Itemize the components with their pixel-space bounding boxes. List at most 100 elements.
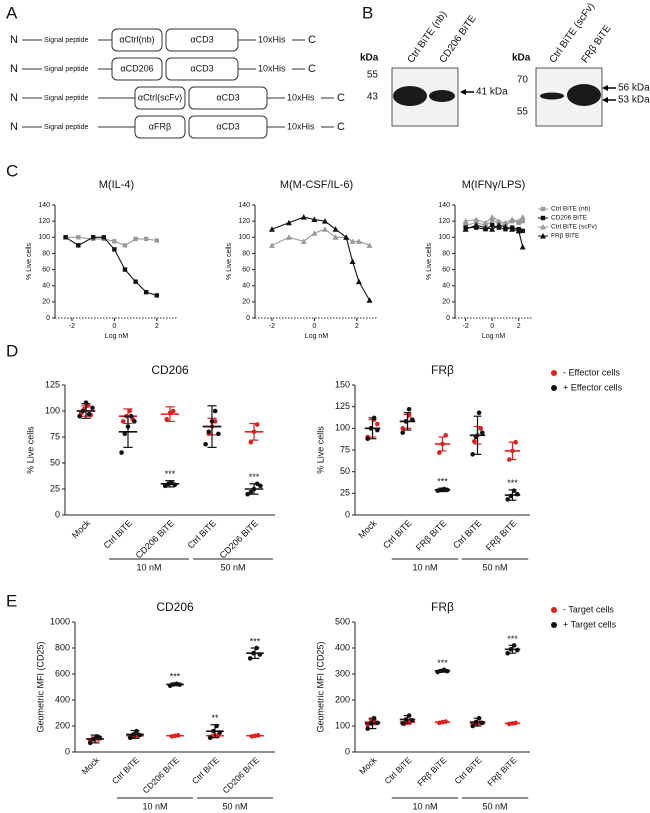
data-point: [203, 441, 208, 447]
data-point: [120, 419, 126, 424]
data-point: [365, 436, 371, 442]
data-point: [489, 214, 496, 220]
data-point: [77, 413, 82, 419]
data-point: [332, 226, 339, 232]
data-point: [520, 218, 525, 224]
y-tick-label: 200: [335, 694, 350, 704]
x-tick-label: Ctrl BiTE: [102, 518, 135, 551]
chart-title: M(IL-4): [99, 179, 134, 191]
y-tick-label: 0: [55, 509, 60, 519]
blot-band: [393, 86, 427, 106]
kda-label: kDa: [512, 53, 531, 64]
data-point: [321, 218, 328, 224]
y-axis-label: % Live cells: [426, 243, 433, 280]
data-point: [462, 226, 469, 232]
y-tick-label: 20: [42, 299, 50, 306]
legend-label: - Effector cells: [563, 367, 620, 377]
data-point: [482, 224, 489, 231]
significance: ***: [250, 636, 261, 646]
x-tick-label: 2: [355, 323, 359, 330]
blot-band: [567, 84, 601, 106]
y-axis-label: % Live cells: [26, 243, 33, 280]
marker-label: 55: [367, 70, 379, 81]
data-point: [122, 267, 128, 272]
c-terminus: C: [337, 121, 345, 133]
n-terminus: N: [10, 92, 18, 104]
kda-label: kDa: [360, 53, 379, 64]
data-point: [473, 222, 480, 228]
y-tick-label: 25: [50, 483, 60, 493]
data-point: [206, 429, 212, 435]
x-tick-label: -2: [69, 323, 75, 330]
legend-label: Ctrl BiTE (nb): [551, 206, 590, 213]
panel-label: A: [6, 3, 18, 22]
x-tick-label: FRβ BiTE: [415, 755, 448, 788]
binder-label: αFRβ: [149, 121, 171, 131]
arrowhead: [602, 85, 608, 91]
x-tick-label: -2: [463, 323, 469, 330]
x-tick-label: Ctrl BiTE: [382, 755, 413, 786]
data-point: [248, 489, 254, 495]
x-tick-label: Mock: [357, 754, 379, 776]
data-point: [349, 238, 356, 244]
binder-domain: [111, 28, 163, 52]
x-tick-label: 0: [490, 323, 494, 330]
blot-band: [540, 92, 564, 100]
y-tick-label: 50: [50, 457, 60, 467]
chart-title: M(M-CSF/IL-6): [280, 179, 353, 191]
legend-label: FRβ BiTE: [551, 233, 580, 240]
data-point: [515, 227, 522, 234]
y-tick-label: 75: [50, 431, 60, 441]
y-tick-label: 125: [335, 401, 350, 411]
x-axis-label: Log nM: [305, 333, 329, 340]
data-point: [154, 238, 159, 243]
legend-marker: [551, 607, 557, 613]
data-point: [90, 405, 95, 411]
y-tick-label: 40: [242, 283, 250, 290]
data-point: [473, 216, 480, 223]
marker-label: 70: [517, 75, 529, 86]
data-point: [509, 216, 516, 223]
data-point: [216, 431, 221, 437]
cd3-label: αCD3: [216, 92, 239, 102]
binder-label: αCD206: [120, 63, 153, 73]
legend-label: - Target cells: [563, 604, 614, 614]
y-tick-label: 25: [340, 488, 350, 498]
data-point: [164, 417, 170, 422]
data-point: [247, 656, 253, 661]
x-tick-label: 0: [312, 323, 316, 330]
chart-title: FRβ: [431, 600, 454, 614]
group-label: 50 nM: [482, 562, 507, 572]
y-tick-label: 75: [340, 444, 350, 454]
legend-marker: [551, 370, 557, 376]
y-tick-label: 120: [38, 218, 50, 225]
data-point: [462, 218, 469, 224]
signal-peptide: Signal peptide: [44, 37, 88, 44]
x-tick-label: Ctrl BiTE: [381, 518, 414, 551]
significance: ***: [437, 658, 448, 668]
c-terminus: C: [308, 34, 316, 46]
y-tick-label: 140: [438, 202, 450, 209]
group-label: 50 nM: [222, 801, 247, 811]
group-label: 10 nM: [412, 562, 437, 572]
data-point: [86, 411, 92, 417]
n-terminus: N: [10, 121, 18, 133]
data-point: [321, 226, 328, 232]
y-tick-label: 60: [442, 266, 450, 273]
y-tick-label: 0: [46, 315, 50, 322]
data-point: [366, 242, 373, 248]
y-tick-label: 100: [38, 234, 50, 241]
panel-label: E: [6, 591, 17, 610]
lane-label: FRβ BiTE: [580, 23, 614, 65]
x-tick-label: CD206 BiTE: [218, 518, 260, 560]
n-terminus: N: [10, 34, 18, 46]
x-tick-label: Ctrl BiTE: [110, 755, 141, 786]
data-point: [540, 206, 546, 212]
c-terminus: C: [308, 63, 316, 75]
data-point: [355, 238, 362, 244]
binder-label: αCtrl(nb): [119, 34, 154, 44]
his-tag: 10xHis: [258, 34, 286, 44]
marker-label: 43: [367, 92, 379, 103]
data-point: [540, 233, 546, 239]
y-tick-label: 200: [55, 720, 70, 730]
